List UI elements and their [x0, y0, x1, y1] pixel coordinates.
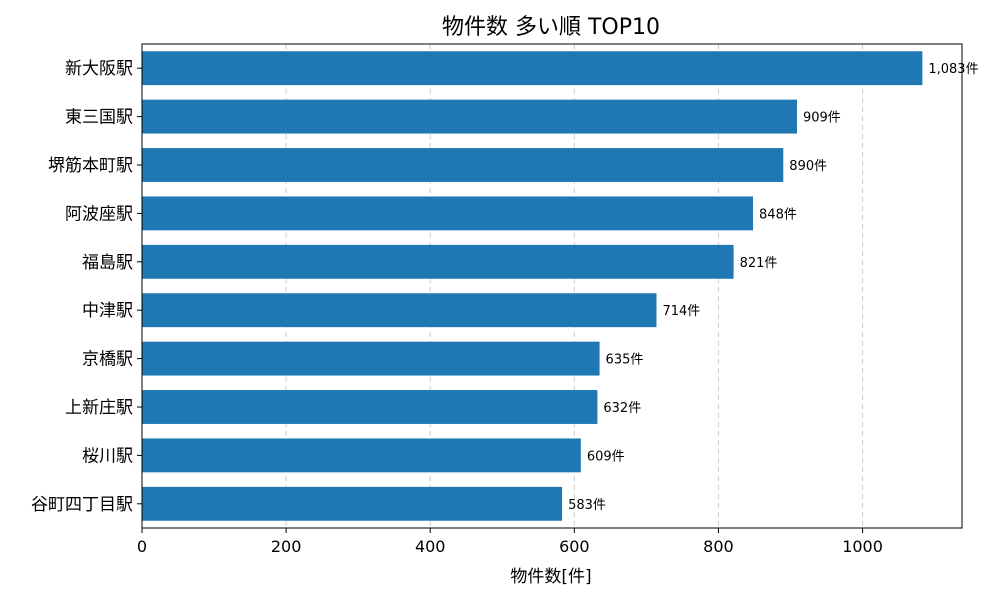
bar [142, 390, 598, 424]
category-label: 京橋駅 [82, 350, 133, 370]
plot-frame [141, 43, 963, 529]
bar [142, 244, 734, 279]
bar [142, 341, 600, 376]
bar [142, 51, 923, 86]
category-label: 阿波座駅 [65, 204, 133, 224]
x-tick-label: 1000 [842, 537, 883, 556]
category-label: 福島駅 [82, 253, 133, 273]
bar-value-label: 821件 [740, 256, 778, 271]
x-tick-label: 200 [271, 537, 302, 556]
category-label: 新大阪駅 [65, 59, 133, 79]
x-tick-label: 600 [559, 537, 590, 556]
category-label: 上新庄駅 [65, 398, 133, 418]
x-tick-label: 400 [415, 537, 446, 556]
category-label: 桜川駅 [82, 446, 133, 466]
bar-value-label: 848件 [759, 207, 797, 222]
bar-value-label: 632件 [603, 401, 641, 416]
bar [142, 99, 797, 134]
bar [142, 148, 784, 182]
bar-value-label: 1,083件 [928, 62, 978, 77]
bar-value-label: 635件 [606, 353, 644, 368]
chart-title: 物件数 多い順 TOP10 [442, 15, 660, 40]
bar [142, 486, 563, 521]
x-tick-label: 800 [703, 537, 734, 556]
bar [142, 196, 754, 231]
bar-value-label: 583件 [568, 498, 606, 513]
x-axis-label: 物件数[件] [510, 567, 591, 587]
axis-layer: 0 200 400 600 800 1000 新大阪駅東三国駅堺筋本町駅阿波座駅福島駅中津駅… [31, 59, 883, 556]
category-label: 東三国駅 [65, 108, 133, 128]
category-label: 堺筋本町駅 [48, 156, 133, 176]
bar-value-label: 714件 [662, 304, 700, 319]
bar [142, 438, 581, 473]
category-label: 谷町四丁目駅 [31, 495, 133, 515]
bar-value-label: 890件 [789, 159, 827, 174]
category-label: 中津駅 [82, 301, 133, 321]
bars-layer: 1,083件 909件 890件 848件 821件 714件 635件 632件 609件 58… [142, 51, 979, 521]
bar [142, 293, 657, 328]
bar-value-label: 909件 [803, 111, 841, 126]
x-tick-label: 0 [137, 537, 147, 556]
bar-value-label: 609件 [587, 449, 625, 464]
